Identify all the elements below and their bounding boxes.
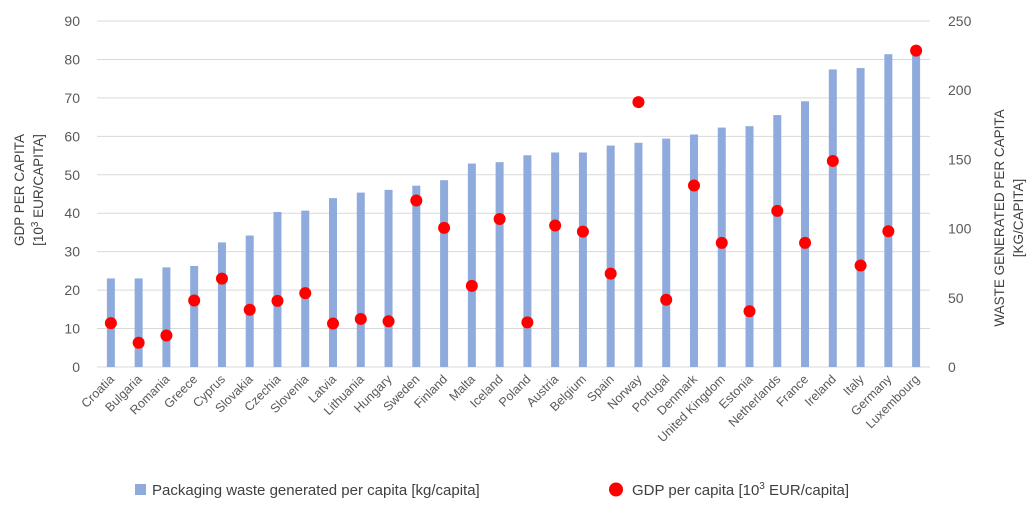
gdp-dot: [132, 336, 145, 349]
left-tick-label: 20: [64, 282, 80, 298]
gdp-dot: [104, 317, 117, 330]
gdp-dot: [160, 329, 173, 342]
waste-bar: [245, 235, 254, 367]
left-axis-title-line2: [103 EUR/CAPITA]: [30, 134, 46, 246]
gdp-dot: [354, 312, 367, 325]
category-label: Ireland: [802, 372, 839, 409]
gdp-dot: [327, 317, 340, 330]
right-axis-ticks: 0 50 100 150 200 250: [948, 13, 972, 375]
gdp-dot: [660, 293, 673, 306]
gdp-dot: [576, 225, 589, 238]
waste-bar: [440, 180, 449, 367]
left-tick-label: 30: [64, 244, 80, 260]
left-tick-label: 80: [64, 51, 80, 67]
gdp-dot: [521, 316, 534, 329]
right-tick-label: 100: [948, 221, 972, 237]
gdp-dot: [771, 204, 784, 217]
gdp-dot: [604, 267, 617, 280]
bar-series: [106, 48, 921, 368]
legend-dot-swatch: [609, 482, 623, 497]
gdp-dot: [826, 154, 839, 167]
waste-bar: [828, 69, 837, 367]
waste-bar: [801, 101, 810, 367]
waste-bar: [190, 265, 199, 367]
gdp-dot: [271, 294, 284, 307]
gdp-dot: [910, 44, 923, 57]
left-axis-title: GDP PER CAPITA [103 EUR/CAPITA]: [12, 134, 46, 246]
gdp-dot: [438, 221, 451, 234]
category-labels: CroatiaBulgariaRomaniaGreeceCyprusSlovak…: [79, 372, 923, 445]
waste-bar: [884, 54, 893, 367]
waste-bar: [273, 211, 282, 367]
right-tick-label: 250: [948, 13, 972, 29]
waste-bar: [523, 155, 532, 367]
waste-bar: [662, 138, 671, 367]
gdp-dot: [243, 303, 256, 316]
right-axis-title: WASTE GENERATED PER CAPITA [KG/CAPITA]: [992, 109, 1026, 326]
waste-bar: [773, 115, 782, 367]
gdp-dot: [854, 259, 867, 272]
gdp-dot: [215, 272, 228, 285]
legend-dot-pre: GDP per capita [10: [632, 482, 759, 499]
waste-bar: [217, 242, 226, 367]
legend-dot-sup: 3: [759, 481, 765, 492]
right-tick-label: 150: [948, 151, 972, 167]
waste-bar: [467, 163, 476, 367]
left-axis-title-sup: 3: [30, 221, 41, 227]
left-tick-label: 0: [72, 359, 80, 375]
waste-bar: [689, 134, 698, 367]
waste-bar: [745, 126, 754, 368]
waste-bar: [578, 152, 587, 367]
right-axis-title-line1: WASTE GENERATED PER CAPITA: [992, 109, 1007, 326]
right-tick-label: 50: [948, 290, 964, 306]
waste-bar: [412, 185, 421, 367]
right-axis-title-line2: [KG/CAPITA]: [1011, 179, 1026, 258]
waste-bar: [634, 142, 643, 367]
waste-bar: [384, 189, 393, 367]
waste-bar: [329, 198, 338, 367]
waste-bar: [162, 267, 171, 367]
gdp-dot: [465, 279, 478, 292]
left-axis-title-post: EUR/CAPITA]: [31, 134, 46, 222]
gdp-dot: [687, 179, 700, 192]
gdp-dot: [382, 315, 395, 328]
legend-dot-label: GDP per capita [103 EUR/capita]: [632, 481, 849, 499]
right-tick-label: 200: [948, 82, 972, 98]
left-tick-label: 10: [64, 321, 80, 337]
right-tick-label: 0: [948, 359, 956, 375]
gdp-dot: [632, 96, 645, 109]
gdp-dot-series: [104, 44, 923, 349]
left-axis-title-pre: [10: [31, 227, 46, 246]
waste-bar: [495, 162, 504, 367]
gdp-dot: [715, 236, 728, 249]
gdp-dot: [799, 236, 812, 249]
gdp-dot: [188, 294, 201, 307]
gdp-dot: [743, 305, 756, 318]
legend: Packaging waste generated per capita [kg…: [135, 481, 849, 499]
legend-bar-label: Packaging waste generated per capita [kg…: [152, 482, 480, 499]
left-tick-label: 70: [64, 90, 80, 106]
waste-bar: [134, 278, 143, 367]
gdp-dot: [493, 212, 506, 225]
waste-bar: [606, 145, 615, 367]
left-tick-label: 60: [64, 128, 80, 144]
waste-bar: [912, 48, 921, 368]
gdp-dot: [882, 225, 895, 238]
waste-bar: [856, 68, 865, 367]
legend-bar-swatch: [135, 484, 146, 495]
waste-bar: [551, 152, 560, 367]
left-axis-title-line1: GDP PER CAPITA: [12, 134, 27, 246]
left-axis-ticks: 0 10 20 30 40 50 60 70 80 90: [64, 13, 80, 375]
gdp-dot: [299, 287, 312, 300]
left-tick-label: 50: [64, 167, 80, 183]
gdp-dot: [549, 219, 562, 232]
gridlines: [97, 20, 930, 368]
legend-dot-post: EUR/capita]: [765, 482, 849, 499]
waste-bar: [356, 192, 365, 367]
left-tick-label: 40: [64, 205, 80, 221]
gdp-dot: [410, 194, 423, 207]
left-tick-label: 90: [64, 13, 80, 29]
